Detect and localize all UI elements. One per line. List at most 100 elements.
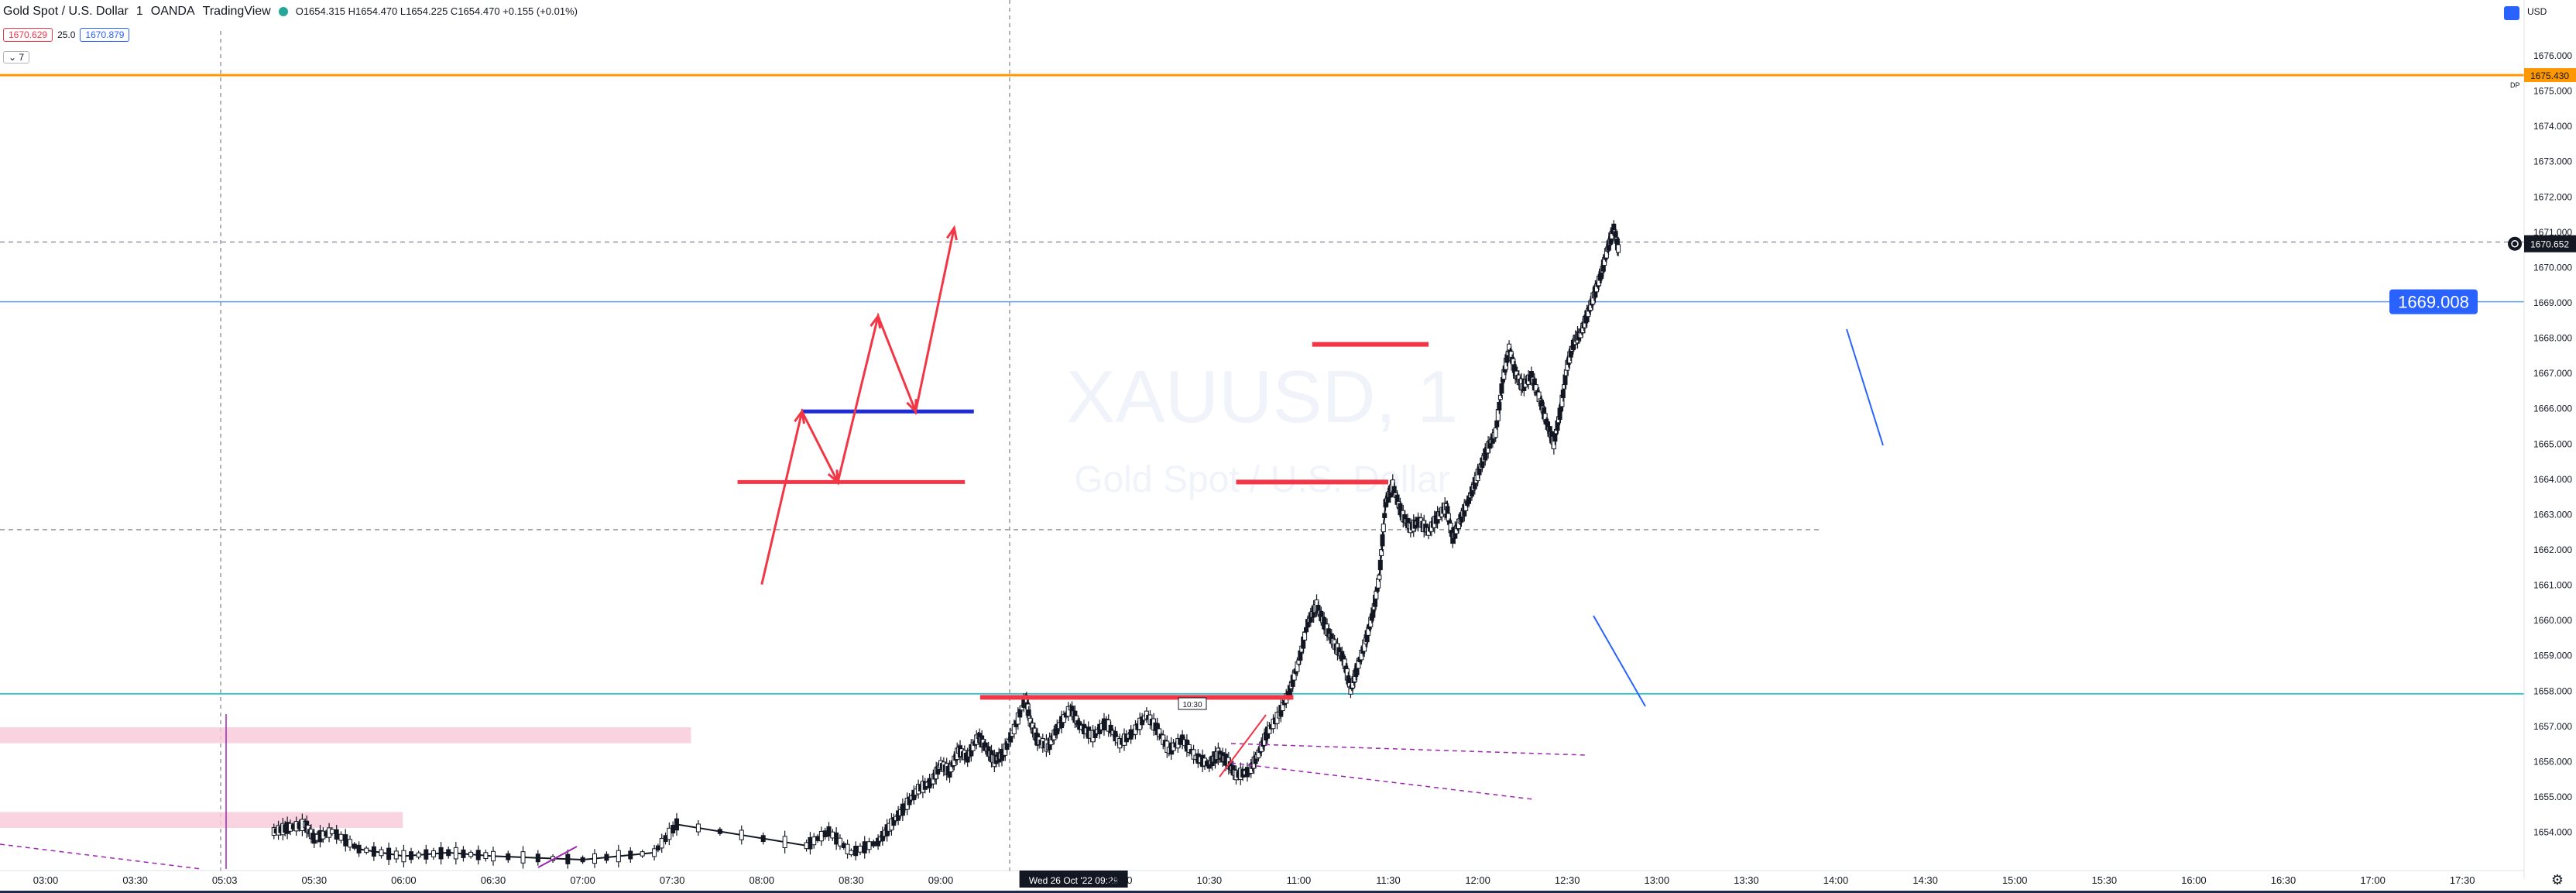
candle-body (520, 851, 526, 864)
candle-body (416, 852, 421, 858)
blue-trend-1[interactable] (1593, 615, 1646, 707)
candle-body (862, 841, 867, 854)
candle-body (438, 847, 444, 860)
candle-body (815, 836, 821, 841)
candle-body (663, 835, 668, 843)
sell-price-button[interactable]: 1670.629 (3, 28, 53, 42)
chart-header: Gold Spot / U.S. Dollar 1 OANDA TradingV… (3, 3, 578, 20)
price-tick-label: 1657.000 (2533, 721, 2572, 732)
candle-body (364, 847, 369, 854)
candle-body (808, 836, 813, 850)
candle-body (822, 830, 828, 837)
price-tick-label: 1656.000 (2533, 756, 2572, 767)
time-tick-label: 08:30 (839, 874, 864, 886)
candle-body (628, 850, 633, 860)
currency-icon[interactable] (2504, 6, 2519, 20)
candle-body (811, 836, 817, 846)
price-tick-label: 1659.000 (2533, 651, 2572, 661)
price-tick-label: 1673.000 (2533, 156, 2572, 167)
price-tick-label: 1667.000 (2533, 368, 2572, 379)
symbol-name[interactable]: Gold Spot / U.S. Dollar (3, 5, 129, 18)
time-tick-label: 16:00 (2181, 874, 2207, 886)
candle-body (782, 836, 787, 849)
candle-body (506, 853, 511, 860)
price-tick-label: 1669.000 (2533, 297, 2572, 308)
candle-body (483, 852, 489, 860)
candle-body (760, 835, 766, 843)
candle-body (616, 850, 621, 863)
time-tick-label: 10:00 (1107, 874, 1133, 886)
target-icon[interactable] (2508, 236, 2522, 251)
candle-body (461, 849, 466, 858)
candle-body (393, 850, 399, 860)
crosshair-time-box (1019, 871, 1128, 888)
price-axis[interactable] (2524, 0, 2576, 893)
price-tick-label: 1664.000 (2533, 474, 2572, 485)
source-label: TradingView (202, 5, 271, 18)
candle-body (1379, 549, 1384, 556)
time-tick-label: 16:30 (2271, 874, 2296, 886)
target-icon-inner (2511, 239, 2519, 248)
candle-body (334, 829, 339, 840)
time-tick-label: 05:30 (302, 874, 328, 886)
candle-body (1381, 524, 1386, 533)
candle-body (640, 851, 645, 857)
time-tick-label: 17:00 (2360, 874, 2386, 886)
candle-body (866, 841, 872, 850)
candle-body (871, 841, 876, 847)
price-tick-label: 1658.000 (2533, 685, 2572, 696)
candle-body (329, 829, 334, 834)
gear-icon[interactable]: ⚙ (2550, 872, 2564, 888)
candle-body (818, 830, 824, 842)
sketch-arrowhead (906, 399, 918, 414)
price-tick-label: 1661.000 (2533, 580, 2572, 591)
blue-line-price-box[interactable] (2389, 289, 2478, 314)
time-tooltip-label: 10:30 (1182, 701, 1202, 709)
blue-trend-2[interactable] (1846, 328, 1884, 446)
time-tick-label: 10:30 (1197, 874, 1223, 886)
time-tick-label: 03:00 (33, 874, 59, 886)
time-tick-label: 13:30 (1734, 874, 1759, 886)
time-tick-label: 11:30 (1376, 874, 1401, 886)
time-tick-label: 12:30 (1555, 874, 1580, 886)
interval-label[interactable]: 1 (135, 5, 143, 18)
candle-body (371, 846, 376, 857)
spread-value: 25.0 (57, 29, 76, 40)
sketch-arrowhead (794, 408, 806, 424)
pink-zone-1 (0, 812, 403, 828)
time-tick-label: 14:00 (1823, 874, 1849, 886)
time-tick-label: 15:30 (2092, 874, 2118, 886)
red-trend-small[interactable] (1219, 714, 1267, 778)
currency-selector[interactable]: USD (2527, 6, 2547, 17)
candle-body (841, 843, 846, 849)
candle-body (845, 843, 850, 854)
candle-body (659, 838, 664, 849)
time-tick-label: 14:30 (1912, 874, 1938, 886)
time-tick-label: 06:30 (481, 874, 506, 886)
sketch-arrowhead (870, 313, 882, 329)
price-tick-label: 1674.000 (2533, 121, 2572, 132)
sketch-path[interactable] (760, 227, 955, 585)
candle-body (401, 850, 406, 863)
upper-level-price-label: 1675.430 (2530, 70, 2569, 81)
buy-price-button[interactable]: 1670.879 (80, 28, 130, 42)
time-tick-label: 07:30 (660, 874, 685, 886)
price-tick-label: 1666.000 (2533, 404, 2572, 414)
candle-body (1497, 394, 1503, 400)
candle-body (453, 847, 458, 860)
candle-body (1616, 244, 1621, 253)
indicators-toggle-button[interactable]: ⌄ 7 (3, 51, 30, 64)
candle-body (430, 850, 436, 857)
candle-body (565, 854, 571, 864)
purple-trend-small[interactable] (537, 846, 578, 868)
candle-body (1302, 631, 1308, 641)
time-tick-label: 15:00 (2002, 874, 2028, 886)
candle-body (356, 844, 362, 854)
price-tick-label: 1665.000 (2533, 438, 2572, 449)
indicator-count: 7 (19, 52, 25, 63)
candle-body (849, 850, 854, 856)
sketch-arrowhead (945, 225, 958, 241)
blue-line-price-label: 1669.008 (2398, 293, 2469, 312)
candle-body (1382, 513, 1387, 518)
